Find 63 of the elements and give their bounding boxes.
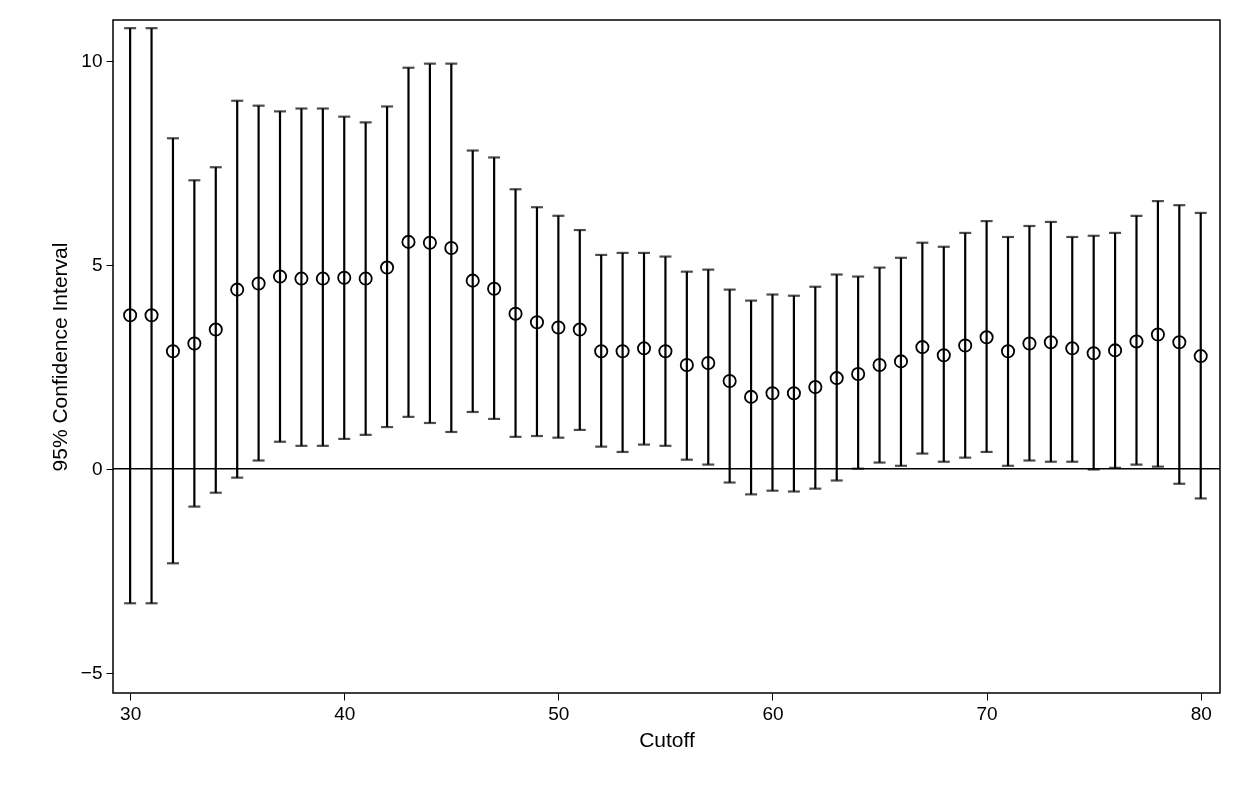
y-tick-label: 0 bbox=[91, 458, 103, 480]
point bbox=[958, 338, 973, 353]
point bbox=[936, 348, 951, 363]
point bbox=[294, 271, 309, 286]
point bbox=[765, 386, 780, 401]
y-tick-label: 10 bbox=[81, 50, 103, 72]
point bbox=[422, 235, 437, 250]
x-tick-label: 80 bbox=[1190, 702, 1212, 724]
y-tick-label: −5 bbox=[80, 662, 103, 684]
x-tick-label: 30 bbox=[120, 702, 142, 724]
point bbox=[851, 367, 866, 382]
point bbox=[1022, 336, 1037, 351]
point bbox=[722, 373, 737, 388]
x-tick-label: 40 bbox=[334, 702, 356, 724]
point bbox=[508, 306, 523, 321]
y-tick-label: 5 bbox=[91, 254, 103, 276]
point bbox=[208, 322, 223, 337]
point bbox=[380, 260, 395, 275]
point bbox=[401, 234, 416, 249]
point bbox=[893, 354, 908, 369]
point bbox=[315, 271, 330, 286]
point bbox=[572, 322, 587, 337]
point bbox=[251, 276, 266, 291]
point bbox=[1129, 334, 1144, 349]
point bbox=[337, 270, 352, 285]
point bbox=[529, 315, 544, 330]
point bbox=[1086, 346, 1101, 361]
point bbox=[744, 389, 759, 404]
point bbox=[487, 281, 502, 296]
point bbox=[165, 344, 180, 359]
point bbox=[444, 240, 459, 256]
point bbox=[230, 282, 245, 297]
point bbox=[615, 344, 630, 359]
point bbox=[701, 356, 716, 371]
y-axis-title: 95% Confidence Interval bbox=[47, 242, 71, 472]
point bbox=[1043, 335, 1058, 350]
point bbox=[915, 340, 930, 355]
x-axis-title: Cutoff bbox=[639, 727, 695, 751]
point bbox=[1150, 327, 1165, 342]
point bbox=[658, 344, 673, 359]
point bbox=[808, 380, 823, 395]
point bbox=[594, 344, 609, 359]
point bbox=[679, 358, 694, 373]
x-tick-label: 50 bbox=[548, 702, 570, 724]
point bbox=[551, 320, 566, 335]
point bbox=[358, 271, 373, 286]
point bbox=[187, 336, 202, 351]
x-tick-label: 60 bbox=[762, 702, 784, 724]
point bbox=[1193, 349, 1208, 364]
point bbox=[872, 358, 887, 373]
point bbox=[123, 308, 138, 323]
point bbox=[465, 273, 480, 288]
x-tick-label: 70 bbox=[976, 702, 998, 724]
point bbox=[1065, 341, 1080, 356]
point bbox=[1172, 335, 1187, 350]
point bbox=[979, 330, 994, 345]
point bbox=[786, 386, 801, 401]
point bbox=[1001, 344, 1016, 359]
point bbox=[636, 341, 652, 356]
point bbox=[829, 371, 844, 386]
point bbox=[144, 308, 159, 323]
point bbox=[272, 269, 288, 284]
point bbox=[1108, 343, 1123, 358]
